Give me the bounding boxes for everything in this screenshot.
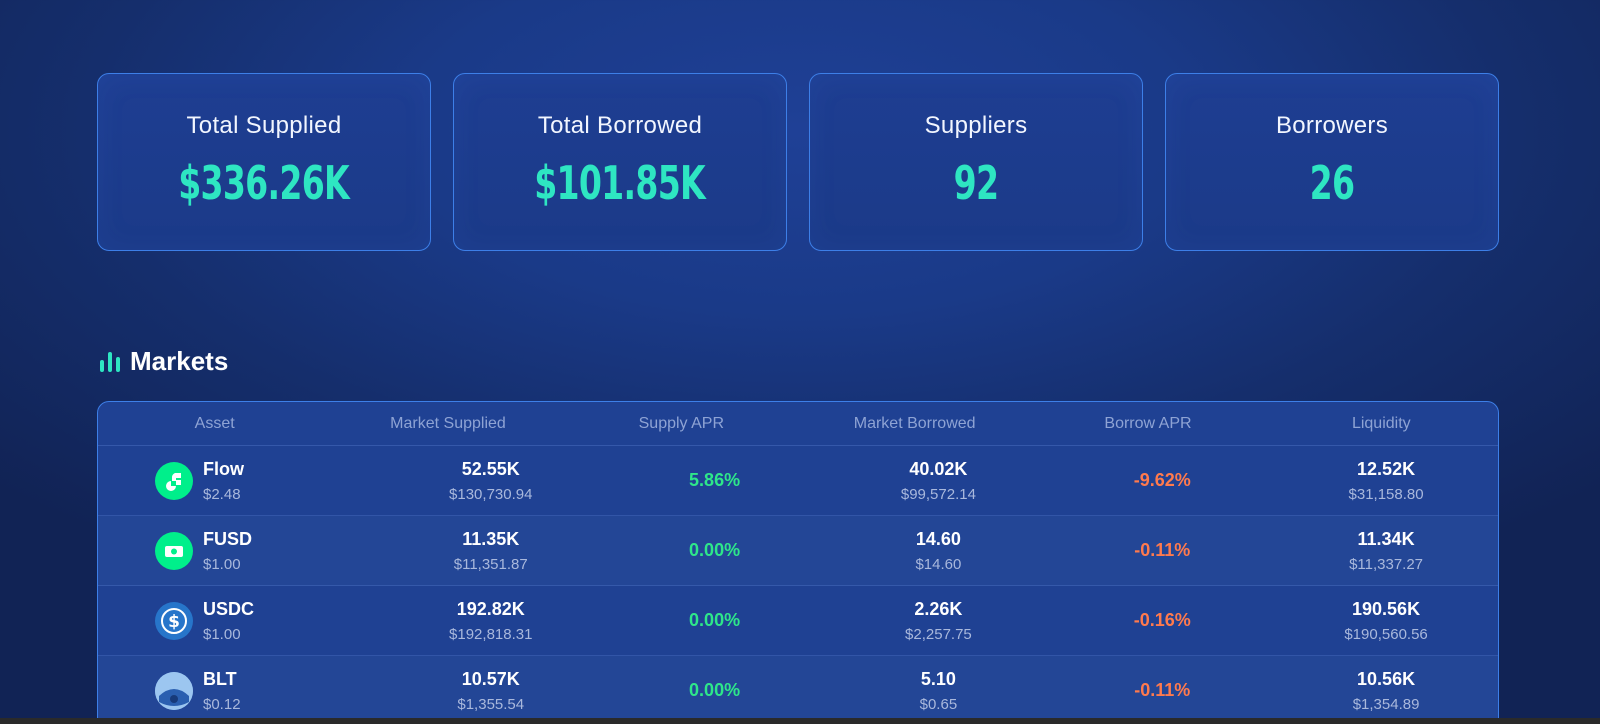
borrowed-usd: $0.65	[919, 695, 958, 713]
asset-name: Flow	[203, 458, 244, 479]
liquidity-cell: 11.34K $11,337.27	[1274, 529, 1498, 573]
table-row[interactable]: $ USDC $1.00 192.82K $192,818.31 0.00% 2…	[98, 586, 1498, 656]
stats-row: Total Supplied $336.26K Total Borrowed $…	[97, 73, 1499, 251]
asset-name: USDC	[203, 598, 255, 619]
liquidity-usd: $190,560.56	[1344, 625, 1428, 643]
borrow-apr: -0.11%	[1134, 540, 1191, 560]
column-header-market-borrowed[interactable]: Market Borrowed	[853, 414, 976, 432]
market-borrowed-cell: 14.60 $14.60	[826, 529, 1050, 573]
asset-cell: $ USDC $1.00	[98, 599, 379, 643]
borrowed-amount: 5.10	[920, 668, 956, 689]
liquidity-usd: $11,337.27	[1349, 555, 1424, 573]
liquidity-cell: 10.56K $1,354.89	[1274, 669, 1498, 713]
borrow-apr: -0.11%	[1134, 680, 1191, 700]
borrow-apr-cell: -0.11%	[1050, 680, 1274, 701]
asset-price: $1.00	[203, 555, 241, 573]
blt-icon	[155, 671, 193, 710]
table-row[interactable]: FUSD $1.00 11.35K $11,351.87 0.00% 14.60…	[98, 516, 1498, 586]
stat-value: 26	[1309, 156, 1355, 210]
market-supplied-cell: 52.55K $130,730.94	[379, 459, 603, 503]
stat-value: $101.85K	[534, 156, 706, 210]
column-header-market-supplied[interactable]: Market Supplied	[390, 414, 506, 432]
market-borrowed-cell: 2.26K $2,257.75	[826, 599, 1050, 643]
liquidity-usd: $31,158.80	[1348, 485, 1424, 503]
supply-apr: 5.86%	[689, 470, 741, 490]
supplied-usd: $130,730.94	[449, 485, 533, 503]
borrowed-amount: 2.26K	[914, 598, 963, 619]
borrowed-usd: $99,572.14	[900, 485, 976, 503]
supply-apr: 0.00%	[689, 610, 741, 630]
table-header: Asset Market Supplied Supply APR Market …	[98, 402, 1498, 446]
stat-card-total-borrowed: Total Borrowed $101.85K	[453, 73, 787, 251]
liquidity-cell: 12.52K $31,158.80	[1274, 459, 1498, 503]
markets-header: Markets	[100, 346, 228, 377]
stat-value: 92	[953, 156, 999, 210]
asset-name: BLT	[203, 668, 237, 689]
borrow-apr-cell: -9.62%	[1050, 470, 1274, 491]
borrowed-usd: $2,257.75	[905, 625, 972, 643]
stat-label: Total Borrowed	[537, 112, 703, 139]
supply-apr: 0.00%	[689, 540, 741, 560]
asset-price: $1.00	[203, 625, 241, 643]
market-supplied-cell: 192.82K $192,818.31	[379, 599, 603, 643]
supply-apr-cell: 0.00%	[603, 680, 827, 701]
liquidity-usd: $1,354.89	[1352, 695, 1420, 713]
market-supplied-cell: 10.57K $1,355.54	[379, 669, 603, 713]
supplied-amount: 52.55K	[461, 458, 520, 479]
svg-text:$: $	[168, 612, 180, 632]
asset-price: $0.12	[203, 695, 241, 713]
supplied-usd: $1,355.54	[457, 695, 525, 713]
table-row[interactable]: BLT $0.12 10.57K $1,355.54 0.00% 5.10 $0…	[98, 656, 1498, 724]
asset-price: $2.48	[203, 485, 241, 503]
asset-cell: FUSD $1.00	[98, 529, 379, 573]
borrowed-amount: 40.02K	[909, 458, 968, 479]
liquidity-amount: 190.56K	[1352, 598, 1421, 619]
stat-card-suppliers: Suppliers 92	[809, 73, 1143, 251]
borrow-apr: -9.62%	[1133, 470, 1191, 490]
borrow-apr-cell: -0.11%	[1050, 540, 1274, 561]
asset-name: FUSD	[203, 528, 252, 549]
liquidity-amount: 11.34K	[1357, 528, 1415, 549]
market-supplied-cell: 11.35K $11,351.87	[379, 529, 603, 573]
market-borrowed-cell: 40.02K $99,572.14	[826, 459, 1050, 503]
usdc-icon: $	[155, 601, 193, 640]
supply-apr: 0.00%	[689, 680, 741, 700]
supply-apr-cell: 5.86%	[603, 470, 827, 491]
supplied-amount: 11.35K	[462, 528, 520, 549]
fusd-icon	[155, 531, 193, 570]
borrow-apr-cell: -0.16%	[1050, 610, 1274, 631]
stat-label: Borrowers	[1275, 112, 1389, 139]
table-row[interactable]: Flow $2.48 52.55K $130,730.94 5.86% 40.0…	[98, 446, 1498, 516]
asset-cell: Flow $2.48	[98, 459, 379, 503]
supply-apr-cell: 0.00%	[603, 540, 827, 561]
supplied-amount: 192.82K	[456, 598, 525, 619]
supply-apr-cell: 0.00%	[603, 610, 827, 631]
bottom-edge	[0, 718, 1600, 724]
market-borrowed-cell: 5.10 $0.65	[826, 669, 1050, 713]
borrowed-usd: $14.60	[915, 555, 962, 573]
column-header-supply-apr[interactable]: Supply APR	[638, 414, 725, 432]
stat-label: Total Supplied	[186, 112, 342, 139]
stat-card-total-supplied: Total Supplied $336.26K	[97, 73, 431, 251]
bar-chart-icon	[100, 351, 120, 372]
markets-title: Markets	[130, 346, 229, 376]
liquidity-amount: 10.56K	[1357, 668, 1416, 689]
liquidity-cell: 190.56K $190,560.56	[1274, 599, 1498, 643]
flow-icon	[155, 461, 193, 500]
asset-cell: BLT $0.12	[98, 669, 379, 713]
supplied-usd: $11,351.87	[453, 555, 528, 573]
column-header-liquidity[interactable]: Liquidity	[1351, 414, 1411, 432]
stat-label: Suppliers	[924, 112, 1028, 139]
column-header-borrow-apr[interactable]: Borrow APR	[1104, 414, 1192, 432]
liquidity-amount: 12.52K	[1357, 458, 1416, 479]
markets-table: Asset Market Supplied Supply APR Market …	[97, 401, 1499, 724]
column-header-asset[interactable]: Asset	[194, 414, 235, 432]
supplied-usd: $192,818.31	[449, 625, 533, 643]
borrowed-amount: 14.60	[915, 528, 961, 549]
stat-value: $336.26K	[178, 156, 350, 210]
borrow-apr: -0.16%	[1133, 610, 1191, 630]
stat-card-borrowers: Borrowers 26	[1165, 73, 1499, 251]
supplied-amount: 10.57K	[461, 668, 520, 689]
